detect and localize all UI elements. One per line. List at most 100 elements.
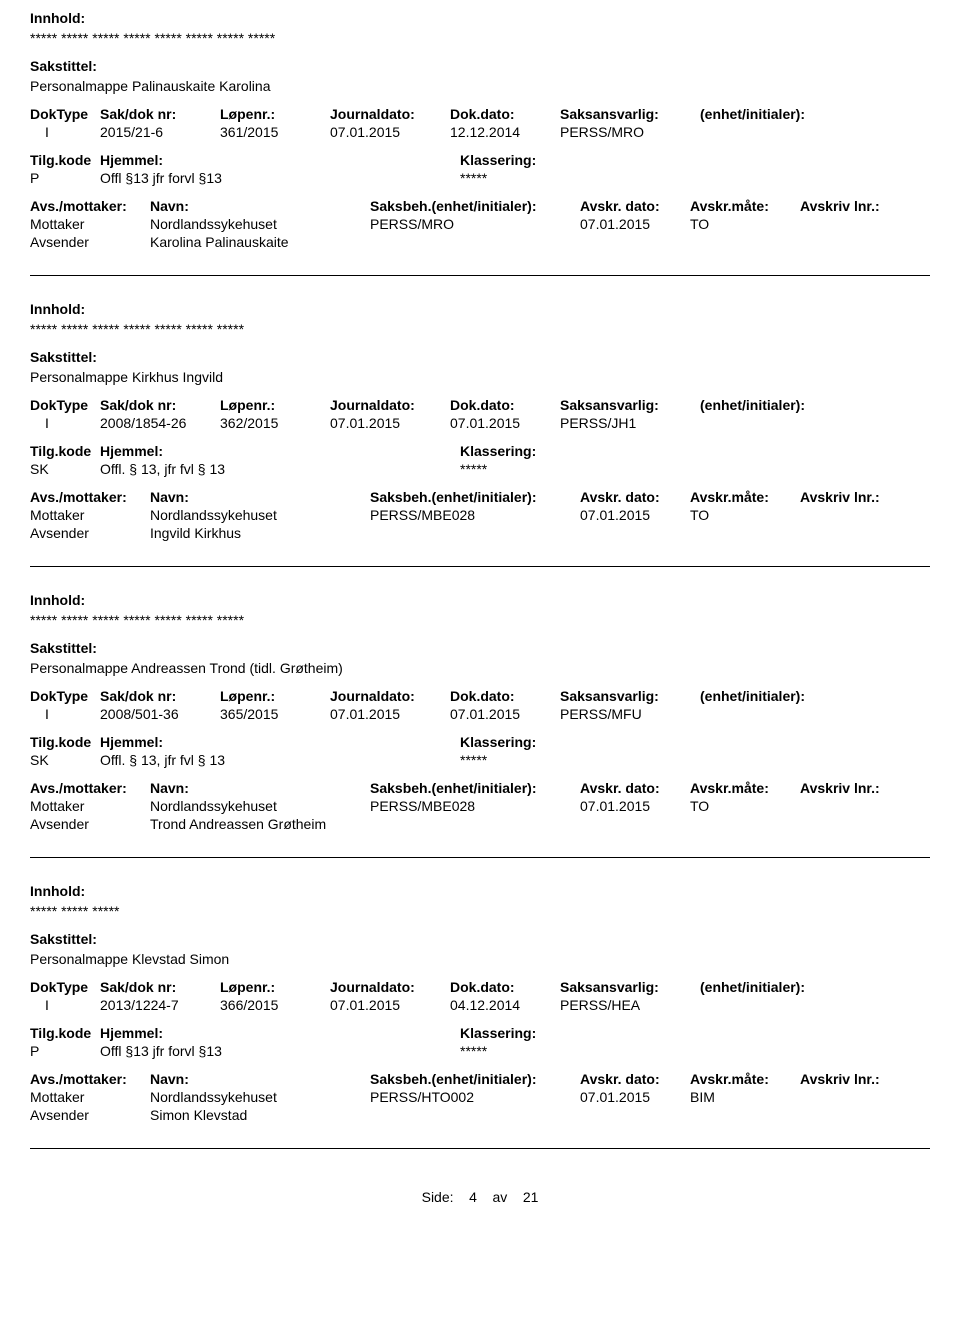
saksansvarlig-value: PERSS/HEA <box>560 997 700 1013</box>
saksansvarlig-label: Saksansvarlig: <box>560 397 700 413</box>
hjemmel-label: Hjemmel: <box>100 1025 460 1041</box>
klassering-label: Klassering: <box>460 734 536 750</box>
innhold-text: ***** ***** ***** ***** ***** ***** ****… <box>30 321 930 337</box>
metadata-header-row: DokTypeSak/dok nr:Løpenr.:Journaldato:Do… <box>30 979 930 995</box>
sakdoknr-value: 2015/21-6 <box>100 124 220 140</box>
sakdoknr-label: Sak/dok nr: <box>100 397 220 413</box>
klassering-value: ***** <box>460 170 487 186</box>
sakdoknr-label: Sak/dok nr: <box>100 979 220 995</box>
saksbeh-label: Saksbeh.(enhet/initialer): <box>370 1071 580 1087</box>
navn-label: Navn: <box>150 198 370 214</box>
journaldato-value: 07.01.2015 <box>330 706 450 722</box>
tilg-header-row: Tilg.kodeHjemmel:Klassering: <box>30 734 930 750</box>
enhet-label: (enhet/initialer): <box>700 106 860 122</box>
saksansvarlig-value: PERSS/MRO <box>560 124 700 140</box>
avskrmote-label: Avskr.måte: <box>690 780 800 796</box>
klassering-value: ***** <box>460 752 487 768</box>
doktype-label: DokType <box>30 106 100 122</box>
footer-total: 21 <box>523 1189 539 1205</box>
saksansvarlig-label: Saksansvarlig: <box>560 688 700 704</box>
party-saksbeh <box>370 525 580 541</box>
doktype-label: DokType <box>30 397 100 413</box>
avskrivlnr-label: Avskriv lnr.: <box>800 198 910 214</box>
saksansvarlig-label: Saksansvarlig: <box>560 106 700 122</box>
hjemmel-value: Offl §13 jfr forvl §13 <box>100 1043 460 1059</box>
doktype-label: DokType <box>30 979 100 995</box>
navn-label: Navn: <box>150 780 370 796</box>
saksbeh-label: Saksbeh.(enhet/initialer): <box>370 780 580 796</box>
party-avskrdato: 07.01.2015 <box>580 216 690 232</box>
tilg-value-row: SKOffl. § 13, jfr fvl § 13***** <box>30 752 930 768</box>
footer-prefix: Side: <box>422 1189 454 1205</box>
party-row: AvsenderSimon Klevstad <box>30 1107 930 1123</box>
sakstittel-label: Sakstittel: <box>30 349 930 365</box>
tilg-value-row: SKOffl. § 13, jfr fvl § 13***** <box>30 461 930 477</box>
lopenr-value: 361/2015 <box>220 124 330 140</box>
party-saksbeh <box>370 234 580 250</box>
navn-label: Navn: <box>150 489 370 505</box>
lopenr-value: 366/2015 <box>220 997 330 1013</box>
avskrdato-label: Avskr. dato: <box>580 1071 690 1087</box>
hjemmel-label: Hjemmel: <box>100 734 460 750</box>
party-saksbeh: PERSS/MRO <box>370 216 580 232</box>
sakdoknr-label: Sak/dok nr: <box>100 106 220 122</box>
journaldato-value: 07.01.2015 <box>330 124 450 140</box>
avskrivlnr-label: Avskriv lnr.: <box>800 1071 910 1087</box>
dokdato-label: Dok.dato: <box>450 106 560 122</box>
party-role: Mottaker <box>30 798 150 814</box>
hjemmel-value: Offl §13 jfr forvl §13 <box>100 170 460 186</box>
hjemmel-label: Hjemmel: <box>100 443 460 459</box>
party-navn: Simon Klevstad <box>150 1107 370 1123</box>
journaldato-label: Journaldato: <box>330 688 450 704</box>
sakstittel-label: Sakstittel: <box>30 640 930 656</box>
party-navn: Karolina Palinauskaite <box>150 234 370 250</box>
party-row: AvsenderKarolina Palinauskaite <box>30 234 930 250</box>
avskrmote-label: Avskr.måte: <box>690 489 800 505</box>
metadata-header-row: DokTypeSak/dok nr:Løpenr.:Journaldato:Do… <box>30 397 930 413</box>
saksansvarlig-value: PERSS/MFU <box>560 706 700 722</box>
enhet-label: (enhet/initialer): <box>700 397 860 413</box>
lopenr-label: Løpenr.: <box>220 979 330 995</box>
avskrdato-label: Avskr. dato: <box>580 198 690 214</box>
party-saksbeh: PERSS/MBE028 <box>370 798 580 814</box>
saksansvarlig-value: PERSS/JH1 <box>560 415 700 431</box>
klassering-value: ***** <box>460 461 487 477</box>
enhet-label: (enhet/initialer): <box>700 688 860 704</box>
party-saksbeh: PERSS/HTO002 <box>370 1089 580 1105</box>
tilg-value-row: POffl §13 jfr forvl §13***** <box>30 170 930 186</box>
journal-record: Innhold:***** ***** *****Sakstittel:Pers… <box>30 883 930 1123</box>
enhet-value <box>700 706 860 722</box>
sakdoknr-value: 2008/501-36 <box>100 706 220 722</box>
party-role: Avsender <box>30 1107 150 1123</box>
doktype-value: I <box>30 124 100 140</box>
avsmottaker-label: Avs./mottaker: <box>30 780 150 796</box>
saksbeh-label: Saksbeh.(enhet/initialer): <box>370 198 580 214</box>
hjemmel-label: Hjemmel: <box>100 152 460 168</box>
metadata-value-row: I2008/1854-26362/201507.01.201507.01.201… <box>30 415 930 431</box>
dokdato-value: 12.12.2014 <box>450 124 560 140</box>
party-row: MottakerNordlandssykehusetPERSS/MRO07.01… <box>30 216 930 232</box>
party-row: MottakerNordlandssykehusetPERSS/MBE02807… <box>30 507 930 523</box>
sakstittel-text: Personalmappe Palinauskaite Karolina <box>30 78 930 94</box>
journaldato-value: 07.01.2015 <box>330 997 450 1013</box>
party-avskrmote: BIM <box>690 1089 800 1105</box>
dokdato-label: Dok.dato: <box>450 979 560 995</box>
party-avskrdato <box>580 816 690 832</box>
party-navn: Nordlandssykehuset <box>150 798 370 814</box>
sakdoknr-value: 2008/1854-26 <box>100 415 220 431</box>
journal-record: Innhold:***** ***** ***** ***** ***** **… <box>30 10 930 250</box>
party-row: AvsenderIngvild Kirkhus <box>30 525 930 541</box>
party-avskrdato <box>580 234 690 250</box>
party-avskrmote <box>690 1107 800 1123</box>
party-avskrdato <box>580 525 690 541</box>
journaldato-label: Journaldato: <box>330 397 450 413</box>
metadata-header-row: DokTypeSak/dok nr:Løpenr.:Journaldato:Do… <box>30 106 930 122</box>
final-separator <box>30 1148 930 1149</box>
avskrdato-label: Avskr. dato: <box>580 780 690 796</box>
party-avskrdato: 07.01.2015 <box>580 1089 690 1105</box>
sakstittel-text: Personalmappe Andreassen Trond (tidl. Gr… <box>30 660 930 676</box>
klassering-label: Klassering: <box>460 443 536 459</box>
hjemmel-value: Offl. § 13, jfr fvl § 13 <box>100 752 460 768</box>
party-row: MottakerNordlandssykehusetPERSS/MBE02807… <box>30 798 930 814</box>
avsmottaker-label: Avs./mottaker: <box>30 489 150 505</box>
